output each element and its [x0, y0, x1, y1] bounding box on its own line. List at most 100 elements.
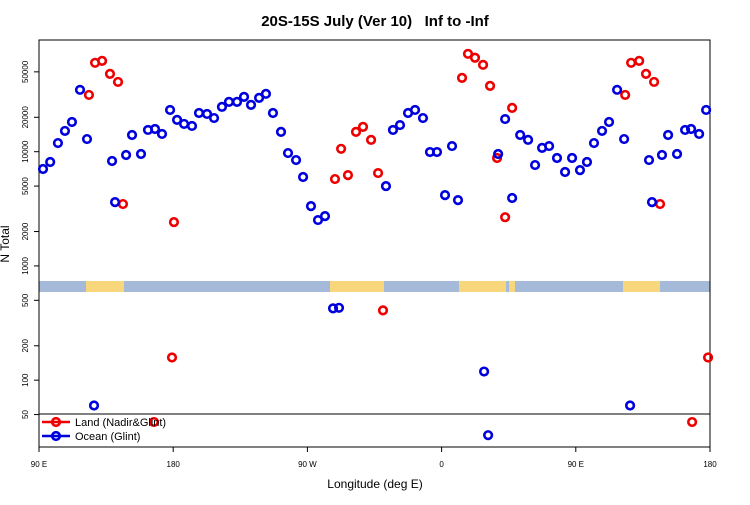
point [634, 55, 645, 66]
point [193, 107, 205, 119]
x-tick-label: 180 [167, 460, 181, 469]
point [305, 200, 317, 212]
y-tick-label: 10000 [21, 140, 30, 163]
point [186, 120, 198, 132]
point [164, 104, 176, 116]
point [619, 133, 630, 145]
point [178, 118, 190, 130]
point [544, 140, 555, 152]
point [74, 84, 86, 95]
point [312, 214, 324, 226]
y-tick-label: 5000 [21, 177, 30, 195]
point [493, 148, 504, 160]
point [357, 121, 369, 132]
point [603, 116, 615, 128]
point [702, 352, 714, 363]
point [83, 89, 95, 101]
point [365, 134, 377, 145]
legend-marker [50, 430, 62, 442]
point [507, 192, 518, 204]
point [409, 104, 421, 116]
point [290, 154, 302, 166]
point [507, 102, 518, 113]
point [620, 89, 631, 101]
y-tick-label: 500 [21, 293, 30, 307]
point [439, 189, 451, 201]
point [646, 197, 658, 208]
y-axis-label: N Total [0, 225, 12, 262]
point [566, 152, 578, 164]
point [588, 137, 600, 149]
point [231, 96, 243, 107]
x-axis-label: Longitude (deg E) [327, 477, 422, 491]
point [88, 400, 100, 411]
point [329, 173, 341, 185]
point [335, 143, 347, 154]
point [469, 52, 481, 63]
point [372, 167, 384, 179]
point [456, 72, 468, 83]
point [484, 80, 496, 91]
x-tick-label: 90 E [31, 460, 47, 469]
point [156, 128, 168, 140]
point [701, 104, 712, 116]
point [596, 125, 608, 137]
y-tick-label: 50 [21, 410, 30, 419]
chart-title: 20S-15S July (Ver 10) Inf to -Inf [261, 13, 490, 30]
point [37, 163, 49, 175]
point [431, 146, 443, 158]
point [117, 198, 129, 210]
point [45, 156, 56, 168]
point [640, 68, 652, 79]
point [96, 55, 108, 66]
point [66, 116, 78, 128]
legend-label: Ocean (Glint) [75, 431, 140, 443]
point [81, 133, 93, 145]
point [267, 107, 279, 119]
land-patch [509, 281, 515, 292]
x-tick-label: 0 [439, 460, 444, 469]
point [208, 112, 220, 124]
point [387, 124, 399, 136]
point [282, 147, 294, 159]
point [148, 416, 160, 428]
point [522, 134, 534, 145]
point [168, 216, 180, 228]
point [112, 76, 124, 88]
point [333, 302, 345, 313]
point [612, 84, 623, 95]
point [319, 211, 331, 222]
point [624, 400, 636, 411]
land-ocean-strip [39, 281, 710, 292]
point [477, 59, 489, 70]
point [581, 156, 593, 168]
point [679, 124, 691, 136]
point [171, 114, 183, 125]
point [656, 149, 668, 161]
y-tick-label: 200 [21, 339, 30, 353]
y-tick-label: 50000 [21, 60, 30, 83]
x-tick-label: 90 W [298, 460, 317, 469]
point [671, 148, 683, 160]
point [350, 126, 362, 138]
point [643, 154, 655, 166]
point [216, 101, 228, 112]
point [446, 140, 458, 152]
point [574, 165, 586, 176]
point [120, 149, 132, 161]
point [500, 113, 511, 125]
point [245, 99, 257, 110]
y-tick-label: 1000 [21, 256, 30, 274]
y-tick-label: 20000 [21, 106, 30, 129]
point [380, 180, 392, 192]
point [106, 155, 118, 167]
point [515, 129, 526, 141]
land-patch [330, 281, 384, 292]
point [201, 108, 213, 120]
point [275, 126, 287, 138]
x-tick-label: 180 [703, 460, 717, 469]
point [662, 129, 674, 141]
legend-label: Land (Nadir&Glint) [75, 417, 166, 429]
legend-marker [50, 416, 62, 428]
